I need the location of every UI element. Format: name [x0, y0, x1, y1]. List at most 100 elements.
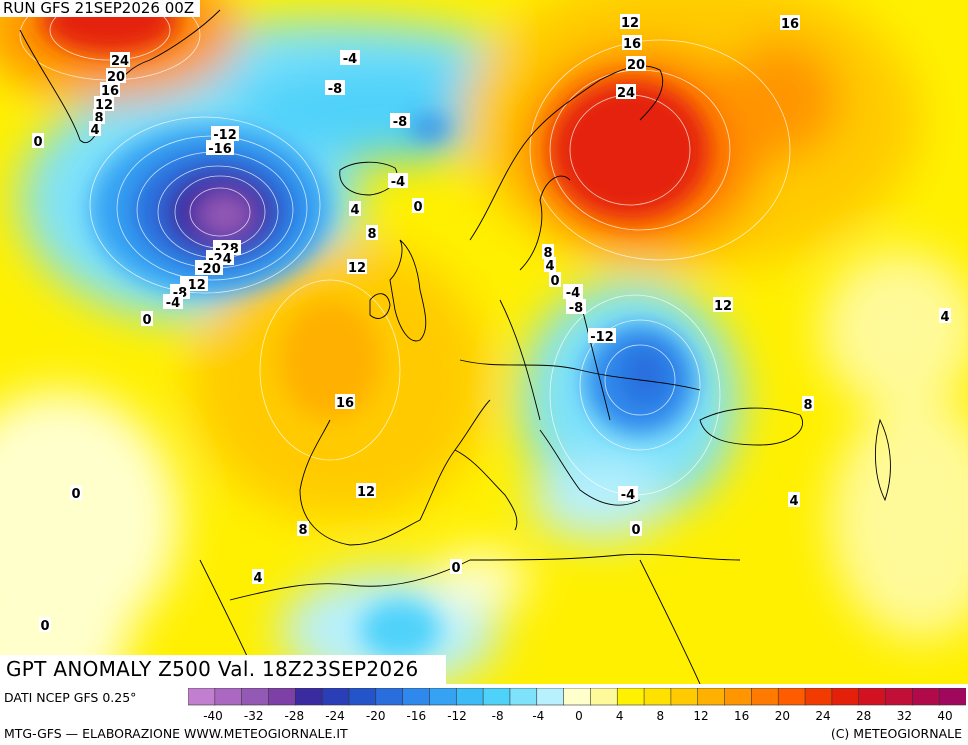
colorbar-tick-label: -32 — [244, 709, 264, 723]
contour-label: -8 — [566, 299, 586, 316]
data-source-label: DATI NCEP GFS 0.25° — [4, 690, 137, 705]
contour-label: 20 — [626, 56, 646, 73]
colorbar-swatch — [536, 688, 565, 706]
contour-label: 12 — [620, 14, 640, 31]
contour-label: 12 — [347, 259, 367, 276]
contour-label: 0 — [32, 133, 44, 150]
colorbar-tick-label: -12 — [447, 709, 467, 723]
contour-label: 4 — [349, 201, 361, 218]
svg-text:-8: -8 — [328, 82, 342, 97]
colorbar-swatch — [563, 688, 592, 706]
contour-label: -4 — [163, 294, 183, 311]
colorbar-swatch — [321, 688, 350, 706]
contour-label: 16 — [100, 82, 120, 99]
svg-text:4: 4 — [90, 123, 99, 138]
anomaly-map: 24201612840-4-8-8-12-16-28-24-20-12-8-40… — [0, 0, 968, 684]
contour-label: 4 — [252, 569, 264, 586]
contour-label: 0 — [412, 198, 424, 215]
svg-text:20: 20 — [107, 70, 125, 85]
svg-text:0: 0 — [631, 523, 640, 538]
colorbar-swatch — [616, 688, 645, 706]
colorbar-swatch — [751, 688, 780, 706]
colorbar-swatch — [885, 688, 914, 706]
colorbar-tick-label: 0 — [575, 709, 583, 723]
svg-text:8: 8 — [803, 398, 812, 413]
svg-text:-12: -12 — [590, 330, 614, 345]
svg-text:-12: -12 — [213, 128, 237, 143]
colorbar-tick-label: -20 — [366, 709, 386, 723]
colorbar-swatch — [429, 688, 458, 706]
contour-label: 0 — [450, 559, 462, 576]
contour-label: 8 — [93, 109, 105, 126]
svg-text:-8: -8 — [569, 301, 583, 316]
colorbar-swatch — [241, 688, 270, 706]
colorbar-swatch — [455, 688, 484, 706]
svg-text:-4: -4 — [166, 296, 180, 311]
colorbar-swatch — [777, 688, 806, 706]
contour-label: 0 — [141, 311, 153, 328]
svg-text:16: 16 — [336, 396, 354, 411]
colorbar-legend: -40 -32 -28 -24 -20 -16 -12 -8 -4 0 4 8 12 16 20 24 28 32… — [188, 688, 966, 723]
contour-label: 8 — [542, 244, 554, 261]
svg-text:8: 8 — [543, 246, 552, 261]
contour-label: 20 — [106, 68, 126, 85]
colorbar-tick-label: -28 — [285, 709, 305, 723]
contour-label: 0 — [549, 272, 561, 289]
colorbar-swatch — [643, 688, 672, 706]
svg-text:-4: -4 — [621, 488, 635, 503]
contour-label: 24 — [110, 52, 130, 69]
svg-text:12: 12 — [621, 16, 639, 31]
svg-text:8: 8 — [298, 523, 307, 538]
map-title: GPT ANOMALY Z500 Val. 18Z23SEP2026 — [0, 655, 446, 684]
contour-label: -4 — [388, 173, 408, 190]
svg-text:0: 0 — [451, 561, 460, 576]
contour-label: 8 — [802, 396, 814, 413]
colorbar-tick-label: 20 — [775, 709, 790, 723]
colorbar-tick-label: 16 — [734, 709, 749, 723]
colorbar-tick-label: -8 — [492, 709, 504, 723]
svg-text:8: 8 — [94, 111, 103, 126]
contour-label: 8 — [297, 521, 309, 538]
colorbar-swatch — [214, 688, 243, 706]
colorbar-swatch — [509, 688, 538, 706]
contour-label: 4 — [544, 257, 556, 274]
svg-text:-4: -4 — [391, 175, 405, 190]
colorbar-swatch — [938, 688, 966, 706]
contour-label: 4 — [89, 121, 101, 138]
svg-text:12: 12 — [714, 299, 732, 314]
colorbar-swatch — [348, 688, 377, 706]
credit-left: MTG-GFS — ELABORAZIONE WWW.METEOGIORNALE… — [4, 726, 348, 741]
colorbar-tick-label: 8 — [657, 709, 665, 723]
colorbar-swatch — [268, 688, 297, 706]
contour-label: 0 — [39, 617, 51, 634]
colorbar-tick-label: 4 — [616, 709, 624, 723]
colorbar-swatch — [831, 688, 860, 706]
svg-text:4: 4 — [545, 259, 554, 274]
svg-text:4: 4 — [789, 494, 798, 509]
colorbar-tick-label: -40 — [203, 709, 223, 723]
svg-text:0: 0 — [40, 619, 49, 634]
svg-text:16: 16 — [781, 17, 799, 32]
colorbar-swatch — [670, 688, 699, 706]
svg-text:16: 16 — [623, 37, 641, 52]
svg-text:12: 12 — [357, 485, 375, 500]
colorbar-swatch — [295, 688, 323, 706]
contour-label: -8 — [325, 80, 345, 97]
svg-text:-4: -4 — [343, 52, 357, 67]
svg-text:0: 0 — [71, 487, 80, 502]
contour-label: -8 — [390, 113, 410, 130]
colorbar-swatch — [858, 688, 887, 706]
contour-label: 4 — [939, 308, 951, 325]
credit-right: (C) METEOGIORNALE — [830, 726, 962, 741]
contour-label: -4 — [618, 486, 638, 503]
colorbar-tick-label: -4 — [532, 709, 544, 723]
svg-text:20: 20 — [627, 58, 645, 73]
colorbar-tick-label: -16 — [407, 709, 427, 723]
colorbar-swatch — [724, 688, 753, 706]
svg-text:4: 4 — [350, 203, 359, 218]
contour-label: 16 — [335, 394, 355, 411]
contour-label: 16 — [622, 35, 642, 52]
svg-text:24: 24 — [617, 86, 635, 101]
contour-label: -4 — [563, 284, 583, 301]
svg-text:16: 16 — [101, 84, 119, 99]
